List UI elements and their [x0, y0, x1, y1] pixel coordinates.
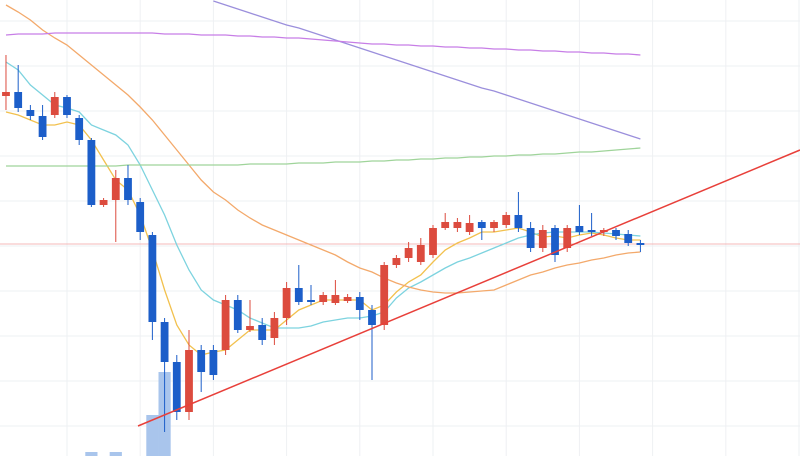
candle-body	[307, 300, 315, 302]
volume-bar	[146, 415, 159, 456]
candle-body	[50, 97, 59, 115]
candle-body	[404, 248, 413, 258]
candle-body	[551, 228, 559, 255]
candle-body	[270, 318, 279, 338]
candle-body	[453, 222, 462, 228]
candle-body	[172, 362, 181, 412]
candle-body	[624, 234, 633, 243]
candle-body	[233, 300, 242, 330]
candle-body	[160, 322, 169, 362]
candle-body	[343, 297, 352, 301]
candle-body	[209, 350, 218, 375]
candle-body	[355, 297, 364, 310]
candle-body	[99, 200, 108, 205]
trend-line	[137, 149, 800, 427]
candle-body	[636, 243, 645, 245]
moving-average	[6, 147, 641, 167]
candle-body	[368, 310, 376, 325]
candle-body	[63, 97, 71, 115]
candle-body	[38, 116, 47, 137]
candle-body	[538, 230, 547, 248]
volume-bar	[109, 452, 122, 456]
candle-body	[429, 228, 437, 255]
candle-body	[319, 295, 328, 302]
candle-body	[502, 215, 511, 225]
candle-body	[124, 178, 132, 200]
candle-body	[587, 230, 596, 232]
candle-body	[197, 350, 206, 372]
candle-body	[526, 228, 535, 248]
candle-body	[380, 265, 389, 325]
candle-body	[416, 245, 425, 262]
candle-body	[87, 140, 96, 205]
candle-body	[490, 222, 498, 228]
candle-body	[111, 178, 120, 200]
candle-body	[258, 325, 267, 340]
candle-body	[185, 350, 193, 412]
candle-body	[246, 326, 254, 330]
candle-body	[392, 258, 401, 265]
candle-body	[477, 222, 486, 228]
moving-average	[5, 4, 641, 294]
candle-body	[136, 202, 145, 232]
candle-body	[563, 228, 572, 248]
candle-body	[75, 118, 84, 140]
candle-body	[294, 288, 303, 302]
moving-average	[5, 32, 641, 56]
candle-body	[14, 92, 23, 108]
candle-body	[148, 235, 157, 322]
moving-average	[213, 0, 641, 140]
volume-bar	[85, 452, 98, 456]
candle-body	[331, 295, 340, 303]
moving-average	[5, 61, 641, 329]
candle-body	[514, 215, 523, 228]
candle-body	[282, 288, 291, 318]
candle-body	[26, 110, 35, 116]
candle-body	[612, 230, 620, 236]
candle-body	[465, 223, 474, 232]
candle-body	[575, 226, 584, 232]
candle-body	[2, 92, 10, 96]
candle-body	[441, 222, 450, 228]
candle-body	[221, 300, 230, 350]
